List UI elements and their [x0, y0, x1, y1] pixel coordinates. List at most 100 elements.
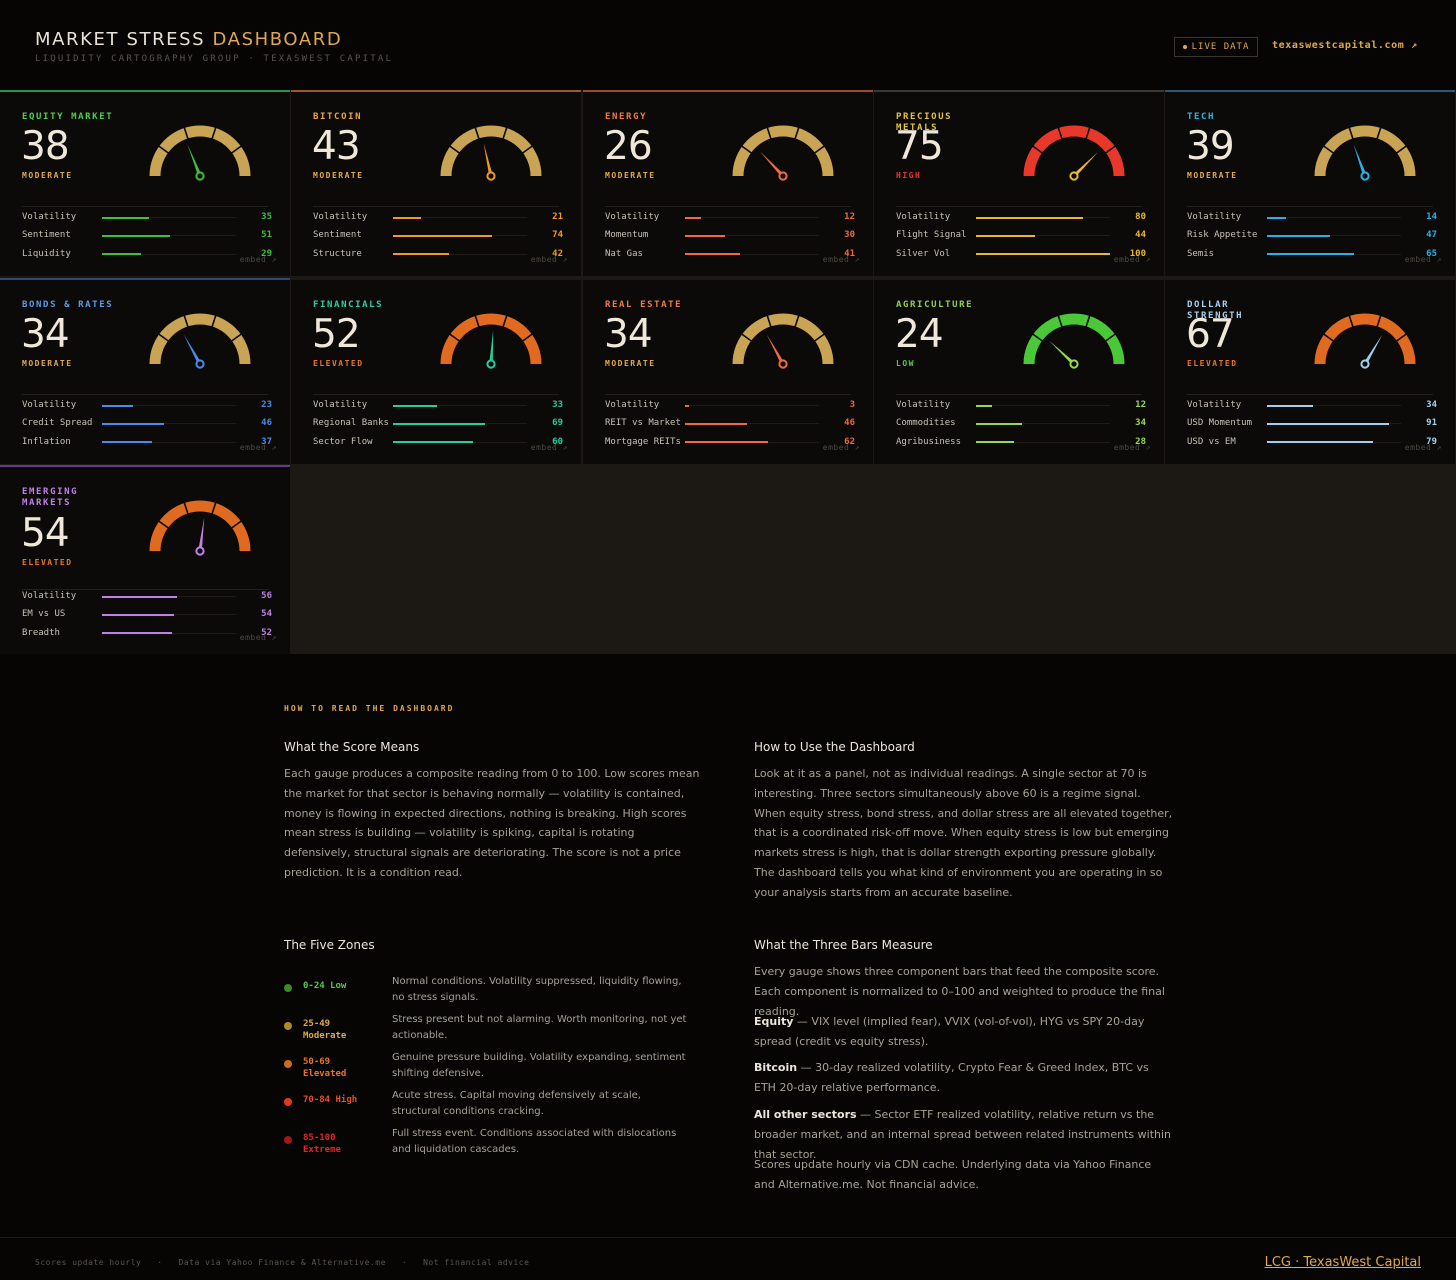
- gauge-hub: [195, 546, 205, 556]
- metric-label: Sentiment: [22, 230, 71, 241]
- metric-row-em-vs-us: EM vs US 54: [22, 609, 272, 621]
- embed-link[interactable]: embed ↗: [822, 443, 860, 452]
- metric-row-usd-vs-em: USD vs EM 79: [1187, 437, 1437, 449]
- live-label: LIVE DATA: [1191, 42, 1250, 52]
- page-title: MARKET STRESS DASHBOARD: [35, 29, 342, 50]
- gauge-card-energy: ENERGY 26 MODERATE Volatility 12 Momentum 30 Na…: [583, 90, 873, 276]
- gauge-dial: [440, 313, 542, 369]
- zone-label: 70-84 High: [303, 1095, 358, 1105]
- zone-dot-icon: [284, 1060, 292, 1068]
- embed-link[interactable]: embed ↗: [530, 255, 568, 264]
- card-title: BONDS & RATES: [22, 300, 114, 310]
- metric-bar-fill: [685, 422, 747, 425]
- embed-link[interactable]: embed ↗: [530, 443, 568, 452]
- gauge-hub: [195, 171, 205, 181]
- embed-link[interactable]: embed ↗: [239, 443, 277, 452]
- gauge-segment-divider: [521, 333, 534, 343]
- gauge-segment-divider: [521, 145, 534, 155]
- metric-bar-track: [976, 234, 1110, 237]
- card-title: AGRICULTURE: [896, 300, 974, 310]
- metric-label: Volatility: [22, 591, 77, 601]
- metric-value: 47: [1426, 230, 1437, 241]
- card-title: FINANCIALS: [313, 300, 384, 310]
- metric-label: EM vs US: [22, 609, 66, 620]
- gauge-segment-divider: [794, 126, 800, 140]
- metric-row-liquidity: Liquidity 29: [22, 249, 272, 261]
- metric-row-volatility: Volatility 33: [313, 400, 563, 412]
- header: MARKET STRESS DASHBOARD LIQUIDITY CARTOG…: [0, 0, 1456, 88]
- metric-label: Flight Signal: [896, 230, 967, 241]
- bars-heading: What the Three Bars Measure: [754, 938, 933, 952]
- gauge-segment-divider: [1376, 314, 1382, 328]
- card-score: 43: [312, 124, 361, 169]
- card-accent-line: [0, 90, 290, 92]
- metric-value: 41: [844, 248, 855, 259]
- metric-bar-fill: [976, 441, 1014, 444]
- metric-value: 62: [844, 436, 855, 447]
- gauge-segment-divider: [1104, 333, 1117, 343]
- metric-row-agribusiness: Agribusiness 28: [896, 437, 1146, 449]
- metric-label: Structure: [313, 248, 362, 259]
- footer-brand-link[interactable]: LCG · TexasWest Capital: [1264, 1255, 1421, 1270]
- gauge-segment-divider: [1322, 145, 1335, 155]
- embed-link[interactable]: embed ↗: [1404, 255, 1442, 264]
- gauge-dial: [149, 313, 251, 369]
- embed-link[interactable]: embed ↗: [822, 255, 860, 264]
- metric-bar-fill: [102, 595, 178, 598]
- live-dot-icon: [1182, 45, 1187, 49]
- metric-row-volatility: Volatility 23: [22, 400, 272, 412]
- gauge-arc: [440, 125, 542, 177]
- other-label: All other sectors: [754, 1108, 857, 1121]
- gauge-segment-divider: [1395, 333, 1408, 343]
- metric-row-volatility: Volatility 34: [1187, 400, 1437, 412]
- gauge-hub: [778, 171, 788, 181]
- metric-label: Regional Banks: [313, 418, 389, 429]
- zone-row-50-69-elevated: 50-69 Elevated Genuine pressure building.…: [284, 1052, 704, 1088]
- zone-dot-icon: [284, 984, 292, 992]
- metric-row-volatility: Volatility 80: [896, 212, 1146, 224]
- metric-value: 65: [1426, 248, 1437, 259]
- card-divider: [896, 394, 1142, 395]
- zone-description: Full stress event. Conditions associated…: [392, 1128, 677, 1155]
- metric-bar-track: [393, 422, 527, 425]
- metric-label: Volatility: [313, 212, 368, 222]
- metric-label: Momentum: [605, 230, 649, 241]
- embed-link[interactable]: embed ↗: [1113, 443, 1151, 452]
- gauge-segment-divider: [448, 333, 461, 343]
- embed-link[interactable]: embed ↗: [239, 633, 277, 642]
- metric-label: Volatility: [1187, 212, 1242, 222]
- metric-value: 69: [552, 418, 563, 429]
- gauge-segment-divider: [230, 145, 243, 155]
- card-divider: [22, 206, 268, 207]
- metric-bar-track: [1267, 441, 1401, 444]
- zone-description: Genuine pressure building. Volatility ex…: [392, 1052, 686, 1079]
- card-zone-label: MODERATE: [605, 171, 656, 180]
- gauge-segment-divider: [157, 145, 170, 155]
- metric-bar-fill: [976, 404, 993, 407]
- embed-link[interactable]: embed ↗: [239, 255, 277, 264]
- metric-value: 100: [1129, 248, 1146, 259]
- metric-bar-track: [976, 216, 1110, 219]
- site-link[interactable]: texaswestcapital.com ↗: [1272, 40, 1418, 51]
- gauge-dial: [149, 500, 251, 556]
- gauge-needle: [1363, 334, 1383, 365]
- metric-bar-track: [685, 253, 819, 256]
- embed-link[interactable]: embed ↗: [1113, 255, 1151, 264]
- metric-bar-fill: [976, 253, 1110, 256]
- metric-label: Volatility: [605, 400, 660, 410]
- card-divider: [22, 589, 268, 590]
- metric-label: Silver Vol: [896, 248, 951, 259]
- metric-label: Semis: [1187, 248, 1215, 259]
- gauge-segment-divider: [1376, 126, 1382, 140]
- metric-row-mortgage-reits: Mortgage REITs 62: [605, 437, 855, 449]
- metric-row-volatility: Volatility 56: [22, 591, 272, 603]
- card-title: PRECIOUS METALS: [896, 112, 953, 133]
- gauge-card-emerging-markets: EMERGING MARKETS 54 ELEVATED Volatility 56 EM…: [0, 465, 290, 654]
- metric-value: 28: [1135, 436, 1146, 447]
- embed-link[interactable]: embed ↗: [1404, 443, 1442, 452]
- metric-value: 56: [261, 591, 272, 601]
- metric-bar-track: [102, 234, 236, 237]
- metric-label: Volatility: [313, 400, 368, 410]
- card-divider: [605, 394, 851, 395]
- score-text: Each gauge produces a composite reading …: [284, 767, 700, 879]
